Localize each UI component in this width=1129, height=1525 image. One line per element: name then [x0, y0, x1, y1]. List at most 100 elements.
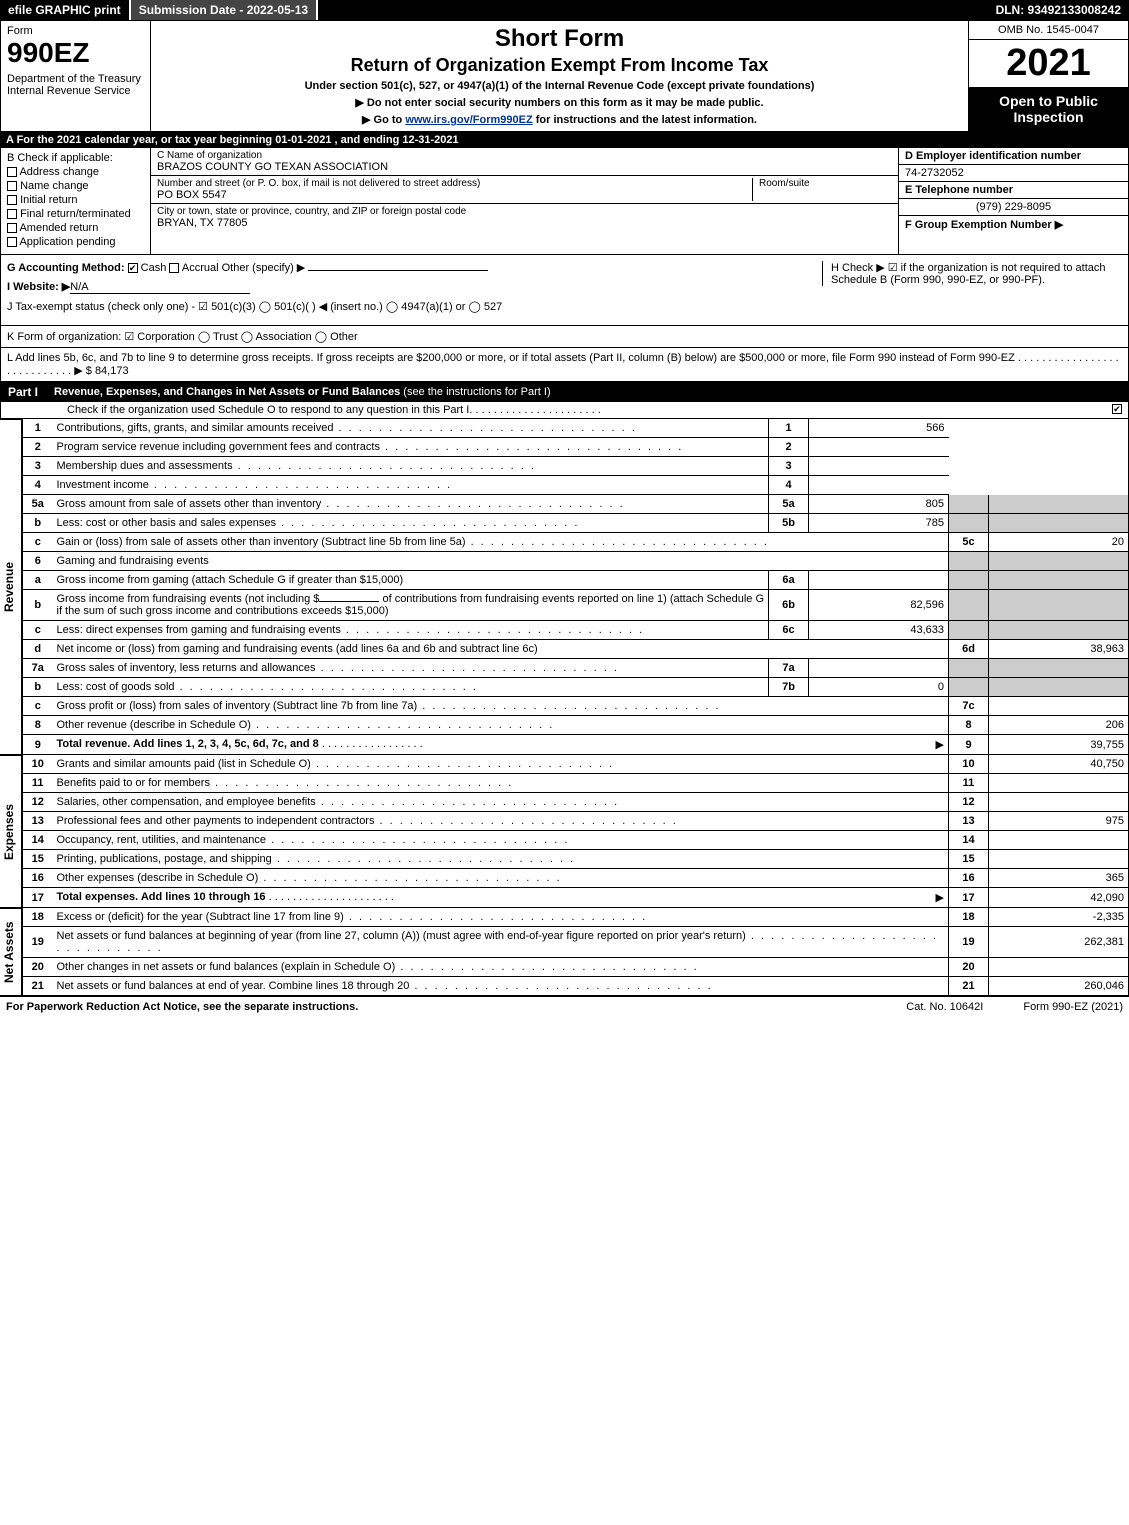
application-pending-checkbox[interactable]: [7, 237, 17, 247]
line-text: Professional fees and other payments to …: [53, 812, 949, 831]
department: Department of the Treasury Internal Reve…: [7, 73, 144, 97]
line-val: 262,381: [989, 927, 1129, 958]
line-text: Total expenses. Add lines 10 through 16 …: [53, 888, 949, 908]
line-ref: 17: [949, 888, 989, 908]
room-label: Room/suite: [759, 178, 892, 189]
line-ref: 10: [949, 755, 989, 774]
section-g-h-i-j: H Check ▶ ☑ if the organization is not r…: [0, 255, 1129, 326]
mid-val: 43,633: [809, 621, 949, 640]
form-header: Form 990EZ Department of the Treasury In…: [0, 20, 1129, 132]
paperwork-notice: For Paperwork Reduction Act Notice, see …: [6, 1001, 866, 1013]
cash-label: Cash: [141, 262, 167, 274]
line-val: [989, 659, 1129, 678]
address-change-checkbox[interactable]: [7, 167, 17, 177]
under-section: Under section 501(c), 527, or 4947(a)(1)…: [159, 80, 960, 92]
schedule-o-checkbox[interactable]: [1112, 404, 1122, 414]
line-num: 2: [23, 438, 53, 457]
mid-val: [809, 659, 949, 678]
line-text: Gross income from gaming (attach Schedul…: [53, 571, 769, 590]
cash-checkbox[interactable]: [128, 263, 138, 273]
line-num: 11: [23, 774, 53, 793]
line-ref: 15: [949, 850, 989, 869]
accrual-checkbox[interactable]: [169, 263, 179, 273]
line-num: b: [23, 678, 53, 697]
line-val: [989, 495, 1129, 514]
line-text: Occupancy, rent, utilities, and maintena…: [53, 831, 949, 850]
irs-link[interactable]: www.irs.gov/Form990EZ: [405, 114, 532, 126]
accrual-label: Accrual: [182, 262, 219, 274]
mid-ref: 7b: [769, 678, 809, 697]
net-assets-block: Net Assets 18Excess or (deficit) for the…: [0, 908, 1129, 996]
amended-return-checkbox[interactable]: [7, 223, 17, 233]
form-title: Short Form: [159, 25, 960, 53]
name-change-label: Name change: [20, 180, 89, 192]
line-num: b: [23, 590, 53, 621]
line-num: 10: [23, 755, 53, 774]
note2-pre: ▶ Go to: [362, 114, 405, 126]
name-change-checkbox[interactable]: [7, 181, 17, 191]
line-ref: 8: [949, 716, 989, 735]
line-text: Gross profit or (loss) from sales of inv…: [53, 697, 949, 716]
mid-ref: 7a: [769, 659, 809, 678]
line-text: Salaries, other compensation, and employ…: [53, 793, 949, 812]
line-num: 12: [23, 793, 53, 812]
ein-label: D Employer identification number: [899, 148, 1128, 165]
street-label: Number and street (or P. O. box, if mail…: [157, 178, 752, 189]
line-val: [989, 697, 1129, 716]
other-specify-input[interactable]: [308, 270, 488, 271]
g-label: G Accounting Method:: [7, 262, 125, 274]
line-val: [989, 793, 1129, 812]
net-assets-table: 18Excess or (deficit) for the year (Subt…: [22, 908, 1129, 996]
line-val: 42,090: [989, 888, 1129, 908]
line-val: [989, 774, 1129, 793]
mid-val: 805: [809, 495, 949, 514]
line-ref: 5c: [949, 533, 989, 552]
header-left: Form 990EZ Department of the Treasury In…: [1, 21, 151, 131]
org-name-block: C Name of organization BRAZOS COUNTY GO …: [151, 148, 898, 176]
line-ref: 14: [949, 831, 989, 850]
line-val: [809, 476, 949, 495]
line-val: 20: [989, 533, 1129, 552]
line-ref: 3: [769, 457, 809, 476]
line-num: 16: [23, 869, 53, 888]
line-num: 3: [23, 457, 53, 476]
form-number: 990EZ: [7, 37, 144, 69]
line-ref: 1: [769, 419, 809, 438]
line-text: Gain or (loss) from sale of assets other…: [53, 533, 949, 552]
line-text: Less: cost of goods sold: [53, 678, 769, 697]
efile-print-button[interactable]: efile GRAPHIC print: [0, 0, 131, 20]
line-val: 206: [989, 716, 1129, 735]
line-val: 365: [989, 869, 1129, 888]
revenue-tab: Revenue: [0, 419, 22, 755]
line-val: [989, 850, 1129, 869]
mid-ref: 6a: [769, 571, 809, 590]
line-text: Net assets or fund balances at beginning…: [53, 927, 949, 958]
line-ref: 19: [949, 927, 989, 958]
net-assets-tab: Net Assets: [0, 908, 22, 996]
line-num: 7a: [23, 659, 53, 678]
line-val: [809, 438, 949, 457]
line-ref: 6d: [949, 640, 989, 659]
line-val: [809, 457, 949, 476]
header-right: OMB No. 1545-0047 2021 Open to Public In…: [968, 21, 1128, 131]
col-c-org-info: C Name of organization BRAZOS COUNTY GO …: [151, 148, 898, 254]
line-val: [989, 514, 1129, 533]
section-l-gross-receipts: L Add lines 5b, 6c, and 7b to line 9 to …: [0, 348, 1129, 382]
other-label: Other (specify) ▶: [222, 262, 306, 274]
revenue-table: 1Contributions, gifts, grants, and simil…: [22, 419, 1129, 755]
section-k-form-of-org: K Form of organization: ☑ Corporation ◯ …: [0, 326, 1129, 348]
final-return-checkbox[interactable]: [7, 209, 17, 219]
line-val: 566: [809, 419, 949, 438]
omb-number: OMB No. 1545-0047: [969, 21, 1128, 40]
org-address-block: Number and street (or P. O. box, if mail…: [151, 176, 898, 204]
page-footer: For Paperwork Reduction Act Notice, see …: [0, 996, 1129, 1017]
initial-return-checkbox[interactable]: [7, 195, 17, 205]
org-name: BRAZOS COUNTY GO TEXAN ASSOCIATION: [157, 161, 892, 173]
form-subtitle: Return of Organization Exempt From Incom…: [159, 55, 960, 76]
city-value: BRYAN, TX 77805: [157, 217, 892, 229]
line-ref: 16: [949, 869, 989, 888]
h-schedule-b-note: H Check ▶ ☑ if the organization is not r…: [822, 261, 1122, 286]
spacer: [318, 0, 987, 20]
initial-return-label: Initial return: [20, 194, 77, 206]
line-ref: [949, 514, 989, 533]
